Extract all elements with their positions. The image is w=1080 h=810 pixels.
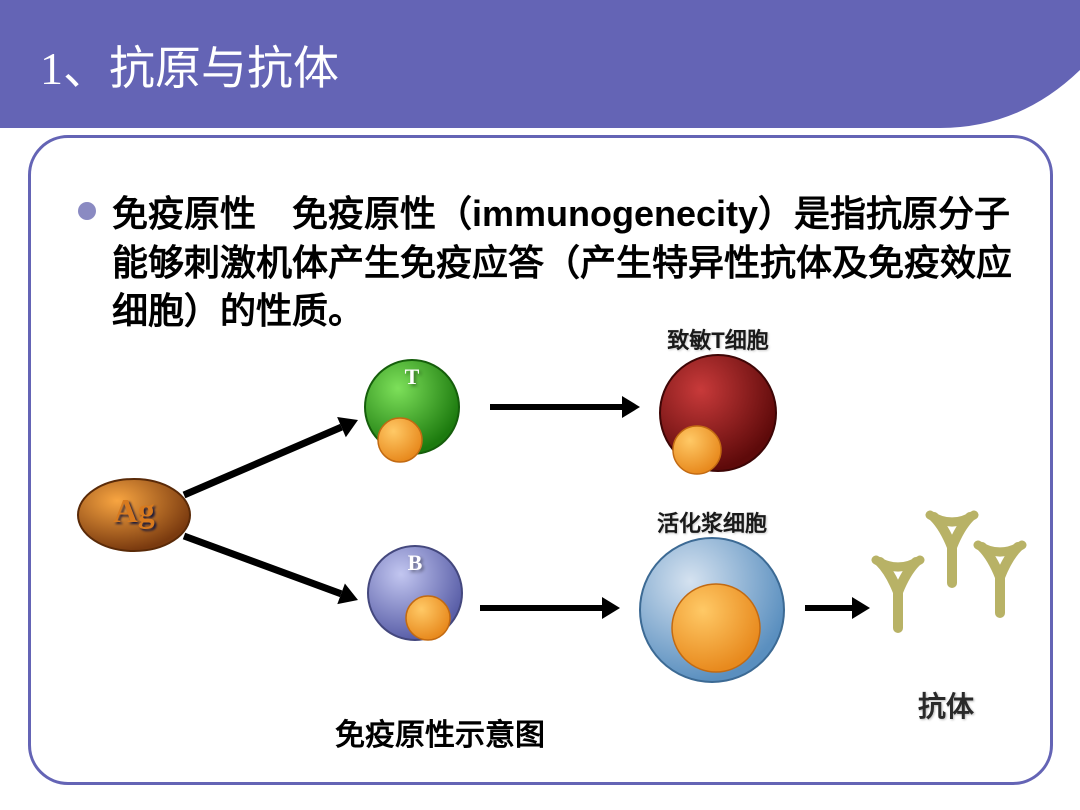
sens_t-label: 致敏T细胞 xyxy=(638,323,798,355)
plasma-label: 活化浆细胞 xyxy=(632,506,792,538)
antibody-label: 抗体 xyxy=(918,685,974,725)
body-text: 免疫原性 免疫原性（immunogenecity）是指抗原分子能够刺激机体产生免… xyxy=(112,190,1012,336)
slide-header: 1、抗原与抗体 xyxy=(0,0,1080,130)
ag-label: Ag xyxy=(94,493,174,531)
b_cell-label: B xyxy=(385,550,445,576)
slide-title: 1、抗原与抗体 xyxy=(40,32,339,98)
diagram-caption: 免疫原性示意图 xyxy=(335,710,545,754)
bullet-icon xyxy=(78,202,96,220)
t_cell-label: T xyxy=(382,364,442,390)
